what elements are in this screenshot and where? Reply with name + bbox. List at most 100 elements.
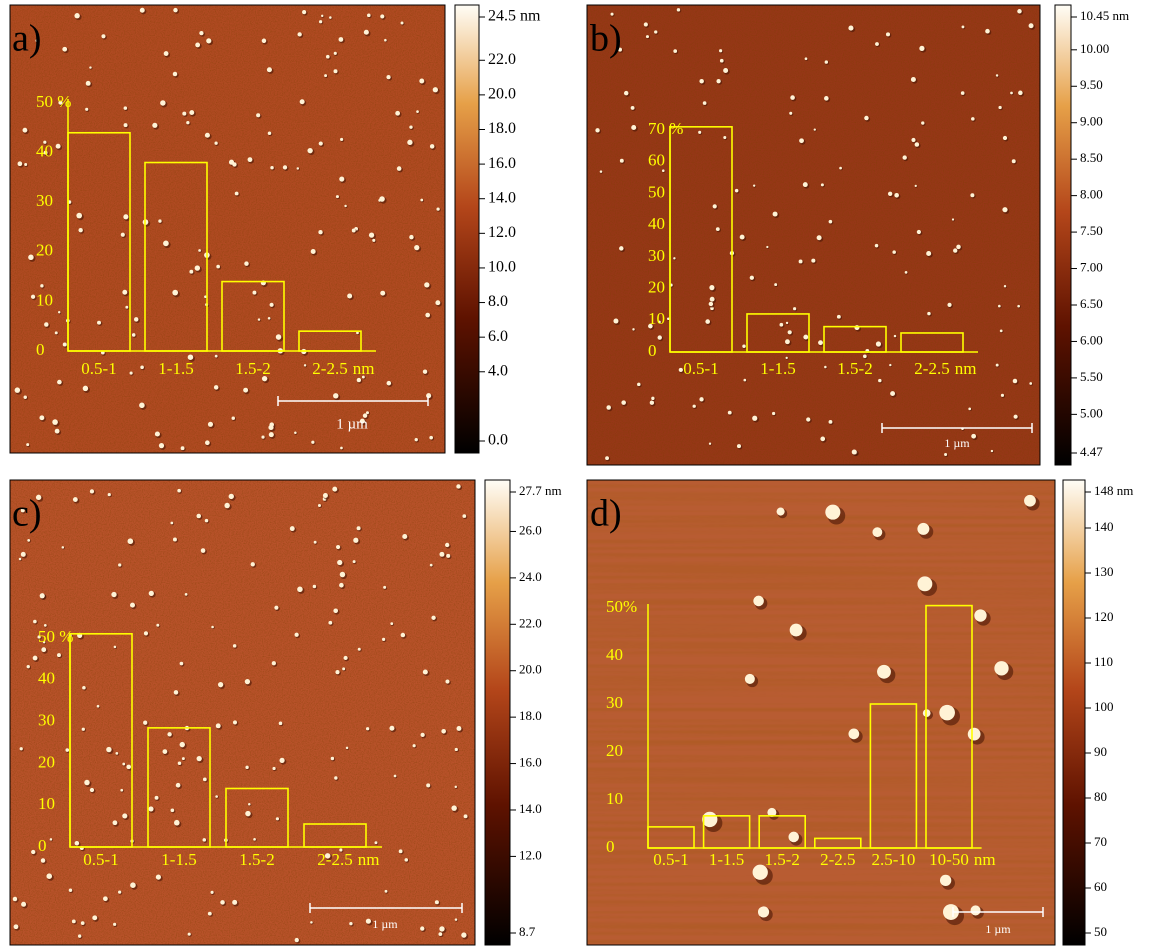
particle [275,334,282,340]
particle [44,322,49,327]
particle [999,329,1003,333]
x-tick-label: 2.5-10 [871,850,915,869]
x-tick-label: 2-2.5 [820,850,855,869]
particle [333,51,337,55]
particle [438,932,443,936]
particle [77,934,82,938]
particle [914,142,920,147]
particle [914,184,917,188]
y-tick-label: 0 [648,341,657,360]
particle [793,307,797,311]
particle [772,211,778,217]
particle [606,405,611,410]
x-tick-label: 1-1.5 [709,850,744,869]
particle [179,741,185,748]
particle [72,497,78,502]
particle [630,105,635,110]
particle [181,757,185,761]
particle [944,453,948,457]
particle [310,249,316,255]
particle [454,918,458,921]
particle [299,99,305,105]
particle [297,32,302,37]
particle [461,932,467,938]
colorbar-tick-label: 16.0 [488,155,516,172]
particle [926,251,932,257]
particle [12,896,18,902]
y-tick-label: 30 [648,246,665,265]
particle [297,586,303,593]
particle [970,193,975,198]
particle [752,415,758,421]
particle [232,162,237,167]
particle [37,635,41,639]
y-tick-label: 50 % [38,627,73,646]
colorbar-tick-label: 10.0 [488,259,516,276]
y-tick-label: 10 [606,789,623,808]
particle [173,7,178,13]
colorbar-tick-label: 8.7 [519,924,536,939]
particle [123,123,128,128]
particle [705,319,710,324]
image-border [9,479,476,946]
particle [463,814,468,819]
particle [343,655,348,661]
particle [456,726,462,731]
particle [435,300,441,306]
particle [335,544,341,550]
particle [261,38,267,44]
particle [919,45,925,51]
particle [708,301,714,307]
particle [78,227,83,233]
particle [123,106,128,110]
particle [789,111,793,115]
particle [864,115,869,121]
particle [210,890,214,894]
particle [118,890,122,894]
particle [419,78,425,84]
x-tick-label: 0.5-1 [83,850,118,869]
particle [404,858,409,862]
particle [779,322,784,327]
particle [439,551,445,557]
particle [409,125,413,129]
particle [412,744,416,748]
particle [231,416,235,420]
particle [414,244,420,251]
particle [175,782,181,788]
particle [20,551,26,557]
particle [279,757,285,763]
particle [228,493,234,500]
particle [261,435,265,439]
y-tick-label: 10 [648,309,665,328]
particle [436,207,440,211]
particle [785,321,789,325]
particle [68,888,73,892]
particle [194,265,201,271]
particle [35,39,39,43]
particle [356,331,359,335]
x-tick-label: 2-2.5 [312,359,347,378]
particle [824,365,827,369]
particle [995,363,999,367]
particle [148,806,154,812]
colorbar-tick-label: 20.0 [519,662,542,677]
particle [621,400,626,405]
particle [170,808,175,813]
particle [207,421,214,427]
colorbar-tick-label: 5.00 [1080,405,1103,420]
colorbar-tick-label: 20.0 [488,86,516,103]
particle [893,334,897,338]
particle [321,14,324,18]
particle [245,765,249,770]
particle [848,25,854,31]
particle [766,245,769,249]
particle [172,537,177,542]
particle [57,311,61,314]
particle [736,444,742,449]
particle [332,486,338,492]
particle [318,141,323,146]
bar [702,815,751,849]
particle [294,632,299,637]
afm-texture [587,480,1055,945]
